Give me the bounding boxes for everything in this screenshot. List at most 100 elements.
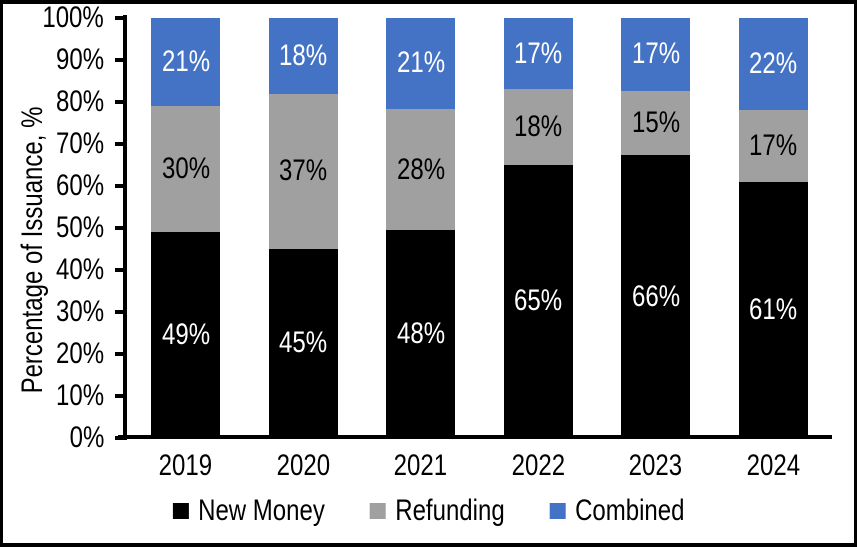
legend: New Money Refunding Combined — [86, 496, 772, 526]
segment-new-money-2020: 45% — [268, 248, 338, 438]
y-tick-mark — [115, 58, 127, 62]
y-tick-label-text: 80% — [55, 85, 104, 118]
y-tick-mark — [115, 184, 127, 188]
x-tick-label-text: 2024 — [746, 449, 800, 482]
y-tick-label: 100% — [0, 3, 104, 33]
y-tick-mark — [115, 310, 127, 314]
y-tick-label-text: 0% — [69, 421, 104, 454]
segment-value-label: 17% — [631, 37, 680, 71]
x-tick-label-2022: 2022 — [480, 451, 598, 481]
segment-value-label: 28% — [396, 152, 445, 186]
y-tick-label-text: 100% — [42, 1, 104, 34]
legend-label: Combined — [575, 494, 685, 527]
y-tick-label: 30% — [0, 297, 104, 327]
segment-value-label: 61% — [749, 292, 798, 326]
y-tick-label-text: 60% — [55, 169, 104, 202]
plot-area: 21% 30% 49% 18% 37% 45% 21% 28% 48% 17% 18% 65% 17% 1… — [127, 18, 832, 438]
segment-combined-2020: 18% — [268, 18, 338, 94]
x-tick-label-2020: 2020 — [245, 451, 363, 481]
y-tick-label: 20% — [0, 339, 104, 369]
legend-swatch-new-money — [172, 503, 189, 519]
legend-item-combined: Combined — [549, 496, 684, 526]
x-axis-line — [118, 435, 832, 439]
segment-new-money-2019: 49% — [151, 232, 221, 438]
legend-label: Refunding — [395, 494, 505, 527]
y-tick-mark — [115, 142, 127, 146]
x-tick-label-2023: 2023 — [597, 451, 715, 481]
legend-item-new-money: New Money — [172, 494, 325, 527]
y-tick-mark — [115, 226, 127, 230]
y-tick-label-text: 40% — [55, 253, 104, 286]
x-tick-label-text: 2022 — [511, 449, 565, 482]
segment-value-label: 15% — [631, 105, 680, 139]
segment-refunding-2021: 28% — [386, 108, 456, 231]
segment-refunding-2019: 30% — [151, 106, 221, 233]
x-tick-label-text: 2019 — [159, 449, 213, 482]
segment-new-money-2024: 61% — [738, 181, 808, 438]
segment-value-label: 30% — [161, 152, 210, 186]
legend-item-refunding: Refunding — [369, 494, 505, 527]
segment-value-label: 21% — [161, 45, 210, 79]
y-tick-label-text: 30% — [55, 295, 104, 328]
y-tick-label-text: 90% — [55, 43, 104, 76]
y-tick-label-text: 20% — [55, 337, 104, 370]
segment-value-label: 37% — [279, 154, 328, 188]
x-axis-labels: 2019 2020 2021 2022 2023 2024 — [127, 451, 832, 481]
bar-2023: 17% 15% 66% — [621, 18, 691, 438]
y-tick-label: 80% — [0, 87, 104, 117]
y-tick-mark — [115, 16, 127, 20]
segment-combined-2023: 17% — [621, 18, 691, 91]
segment-new-money-2023: 66% — [621, 155, 691, 438]
bar-2021: 21% 28% 48% — [386, 18, 456, 438]
y-tick-label: 40% — [0, 255, 104, 285]
x-tick-label-text: 2021 — [394, 449, 448, 482]
segment-refunding-2023: 15% — [621, 90, 691, 156]
segment-new-money-2022: 65% — [503, 164, 573, 438]
y-tick-mark — [115, 436, 127, 440]
segment-new-money-2021: 48% — [386, 230, 456, 438]
x-tick-label-2019: 2019 — [127, 451, 245, 481]
x-tick-label-text: 2020 — [276, 449, 330, 482]
segment-refunding-2022: 18% — [503, 89, 573, 165]
y-tick-label: 0% — [0, 423, 104, 453]
segment-value-label: 18% — [279, 38, 328, 72]
segment-value-label: 21% — [396, 46, 445, 80]
segment-combined-2021: 21% — [386, 18, 456, 109]
segment-value-label: 18% — [514, 110, 563, 144]
segment-combined-2022: 17% — [503, 18, 573, 90]
y-tick-mark — [115, 100, 127, 104]
y-tick-mark — [115, 268, 127, 272]
segment-combined-2024: 22% — [738, 18, 808, 111]
bar-2024: 22% 17% 61% — [738, 18, 808, 438]
segment-refunding-2020: 37% — [268, 93, 338, 249]
x-tick-label-2021: 2021 — [362, 451, 480, 481]
y-tick-label: 50% — [0, 213, 104, 243]
segment-refunding-2024: 17% — [738, 110, 808, 182]
legend-label: New Money — [198, 494, 325, 527]
y-tick-label-text: 70% — [55, 127, 104, 160]
segment-value-label: 17% — [514, 36, 563, 70]
bar-2022: 17% 18% 65% — [503, 18, 573, 438]
segment-value-label: 48% — [396, 317, 445, 351]
segment-value-label: 66% — [631, 279, 680, 313]
segment-value-label: 65% — [514, 284, 563, 318]
bar-2019: 21% 30% 49% — [151, 18, 221, 438]
y-tick-label: 10% — [0, 381, 104, 411]
y-tick-label: 90% — [0, 45, 104, 75]
x-tick-label-2024: 2024 — [715, 451, 833, 481]
y-tick-label: 60% — [0, 171, 104, 201]
y-tick-label-text: 10% — [55, 379, 104, 412]
segment-value-label: 22% — [749, 47, 798, 81]
legend-swatch-combined — [549, 503, 566, 519]
y-tick-mark — [115, 394, 127, 398]
segment-value-label: 17% — [749, 129, 798, 163]
segment-value-label: 45% — [279, 326, 328, 360]
y-tick-mark — [115, 352, 127, 356]
y-tick-label-text: 50% — [55, 211, 104, 244]
legend-swatch-refunding — [369, 503, 386, 519]
y-tick-label: 70% — [0, 129, 104, 159]
segment-value-label: 49% — [161, 318, 210, 352]
bar-2020: 18% 37% 45% — [268, 18, 338, 438]
segment-combined-2019: 21% — [151, 18, 221, 107]
